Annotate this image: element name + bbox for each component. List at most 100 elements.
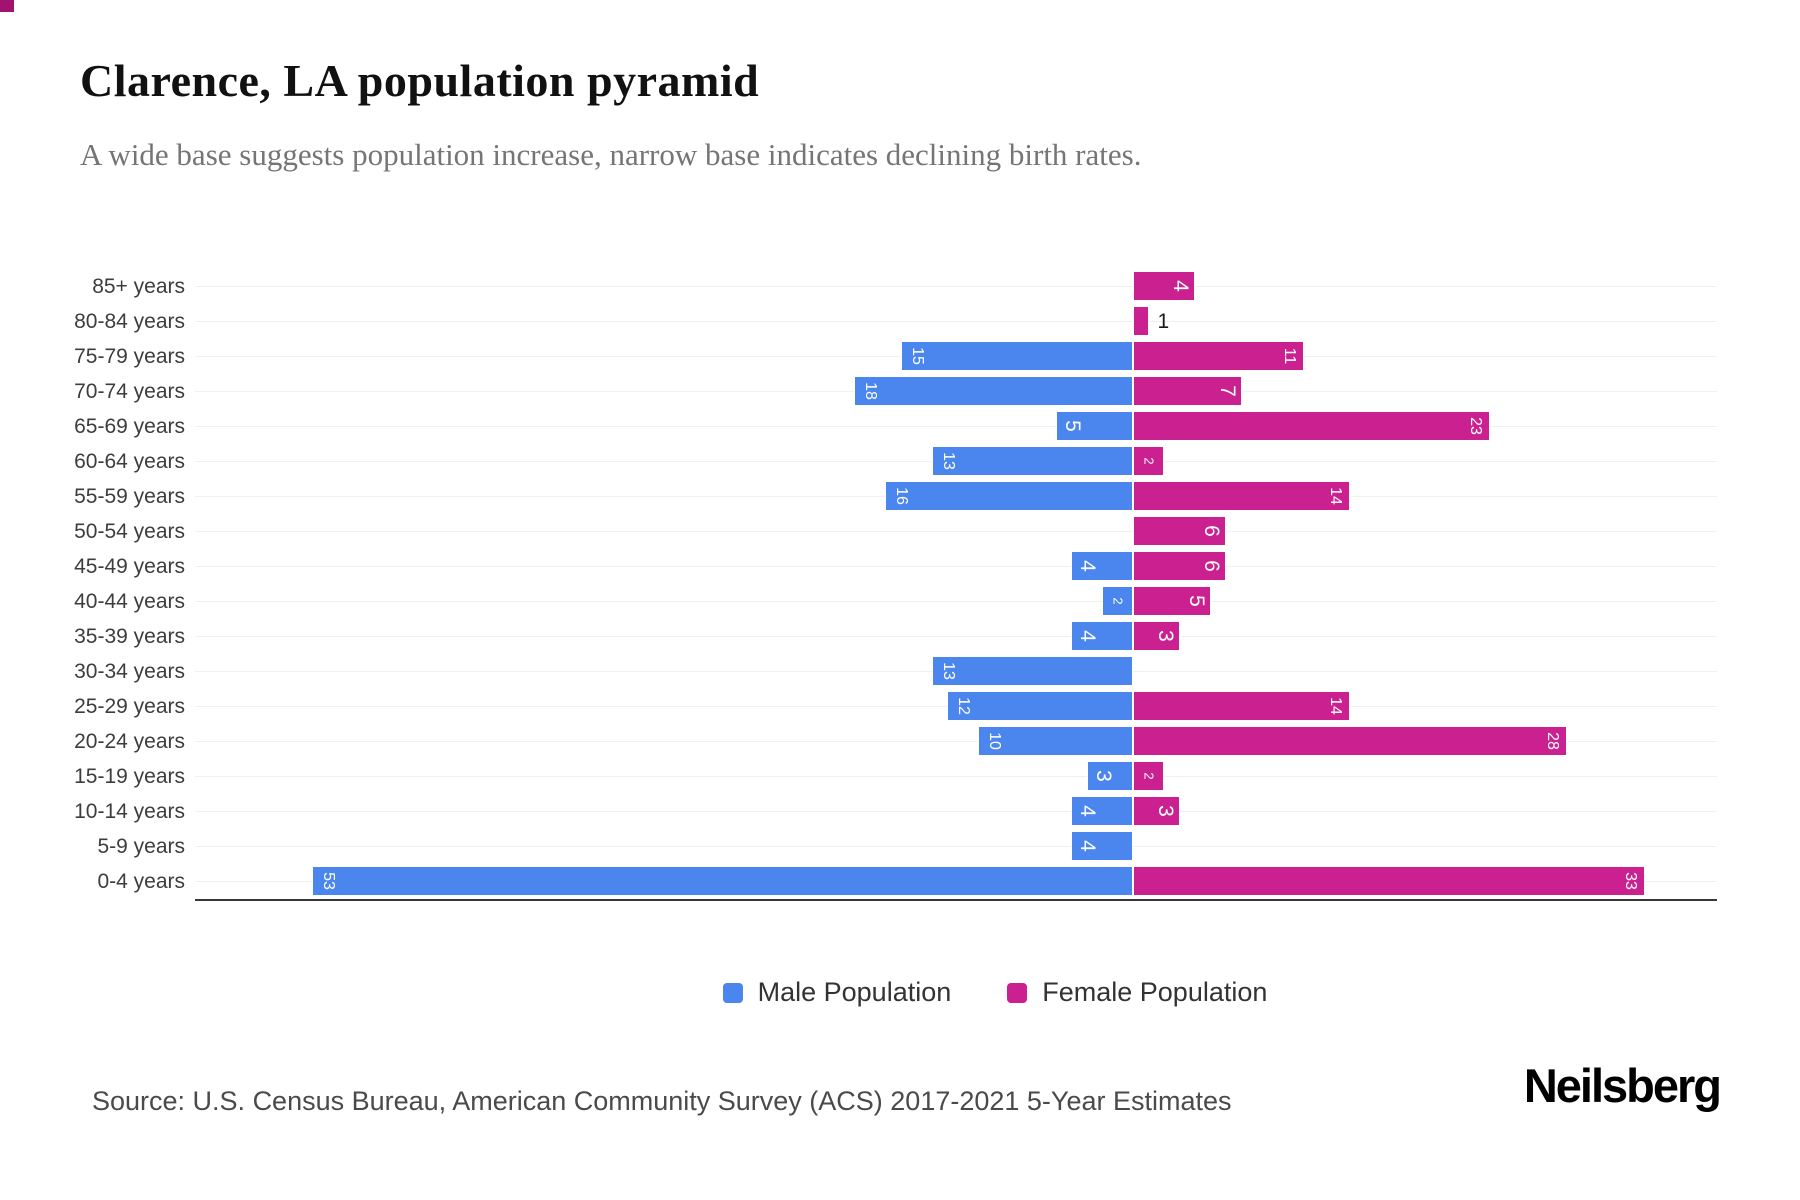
- bar-value-label: 5: [1060, 420, 1084, 432]
- female-bar[interactable]: 2: [1133, 761, 1164, 791]
- bar-value-label: 13: [939, 662, 957, 680]
- pyramid-row: 20-24 years 10 28: [0, 724, 1800, 759]
- female-bar[interactable]: [1133, 306, 1149, 336]
- bar-value-label: 3: [1153, 630, 1177, 642]
- pyramid-row: 55-59 years 16 14: [0, 479, 1800, 514]
- bar-value-label: 4: [1076, 560, 1099, 572]
- male-bar[interactable]: 4: [1071, 621, 1133, 651]
- age-group-label: 15-19 years: [74, 765, 185, 788]
- male-bar[interactable]: 5: [1055, 411, 1133, 441]
- male-bar[interactable]: 2: [1102, 586, 1133, 616]
- female-bar[interactable]: 2: [1133, 446, 1164, 476]
- female-bar[interactable]: 4: [1133, 271, 1195, 301]
- pyramid-row: 35-39 years 4 3: [0, 619, 1800, 654]
- gridline: [195, 601, 1717, 602]
- bar-value-label: 4: [1076, 630, 1099, 642]
- bar-value-label: 7: [1215, 385, 1239, 397]
- male-bar[interactable]: 13: [931, 446, 1133, 476]
- male-bar[interactable]: 13: [931, 656, 1133, 686]
- chart-legend: Male Population Female Population: [95, 977, 1800, 1008]
- female-bar[interactable]: 23: [1133, 411, 1490, 441]
- bar-value-label: 4: [1169, 280, 1192, 292]
- female-bar[interactable]: 14: [1133, 691, 1350, 721]
- male-bar[interactable]: 16: [885, 481, 1133, 511]
- legend-item-male[interactable]: Male Population: [722, 977, 952, 1008]
- age-group-label: 85+ years: [92, 275, 185, 298]
- male-bar[interactable]: 10: [978, 726, 1133, 756]
- female-bar[interactable]: 6: [1133, 516, 1226, 546]
- male-bar[interactable]: 4: [1071, 831, 1133, 861]
- bar-value-label: 6: [1200, 525, 1223, 537]
- legend-item-female[interactable]: Female Population: [1007, 977, 1267, 1008]
- pyramid-row: 10-14 years 4 3: [0, 794, 1800, 829]
- gridline: [195, 846, 1717, 847]
- age-group-label: 70-74 years: [74, 380, 185, 403]
- bar-value-label: 12: [955, 697, 972, 715]
- source-attribution: Source: U.S. Census Bureau, American Com…: [92, 1086, 1232, 1116]
- age-group-label: 65-69 years: [74, 415, 185, 438]
- gridline: [195, 286, 1717, 287]
- gridline: [195, 776, 1717, 777]
- female-bar[interactable]: 33: [1133, 866, 1645, 896]
- age-group-label: 35-39 years: [74, 625, 185, 648]
- age-group-label: 30-34 years: [74, 660, 185, 683]
- bar-value-label: 5: [1184, 595, 1208, 607]
- chart-subtitle: A wide base suggests population increase…: [80, 137, 1142, 172]
- male-bar[interactable]: 12: [947, 691, 1133, 721]
- male-bar[interactable]: 3: [1086, 761, 1133, 791]
- bar-value-label: 3: [1091, 770, 1115, 782]
- age-group-label: 0-4 years: [97, 870, 185, 893]
- bar-value-label: 16: [893, 487, 910, 505]
- female-swatch-icon: [1007, 982, 1028, 1003]
- pyramid-row: 60-64 years 13 2: [0, 444, 1800, 479]
- pyramid-row: 85+ years 4: [0, 269, 1800, 304]
- bar-value-label: 33: [1621, 872, 1639, 890]
- bar-value-label: 18: [862, 382, 879, 400]
- gridline: [195, 566, 1717, 567]
- age-group-label: 55-59 years: [74, 485, 185, 508]
- female-bar[interactable]: 3: [1133, 621, 1180, 651]
- bar-value-label: 23: [1466, 417, 1484, 435]
- bar-value-label: 13: [939, 452, 957, 470]
- brand-logo: Neilsberg: [1523, 1059, 1722, 1112]
- bar-value-label: 2: [1110, 597, 1126, 605]
- chart-title: Clarence, LA population pyramid: [80, 55, 760, 106]
- gridline: [195, 321, 1717, 322]
- female-bar[interactable]: 5: [1133, 586, 1211, 616]
- male-swatch-icon: [722, 982, 743, 1003]
- age-group-label: 20-24 years: [74, 730, 185, 753]
- bar-value-label: 10: [986, 732, 1003, 750]
- gridline: [195, 811, 1717, 812]
- pyramid-row: 30-34 years 13: [0, 654, 1800, 689]
- pyramid-row: 40-44 years 2 5: [0, 584, 1800, 619]
- female-bar[interactable]: 28: [1133, 726, 1567, 756]
- bar-value-label: 53: [319, 872, 337, 890]
- age-group-label: 75-79 years: [74, 345, 185, 368]
- male-bar[interactable]: 4: [1071, 796, 1133, 826]
- gridline: [195, 636, 1717, 637]
- pyramid-row: 80-84 years 1: [0, 304, 1800, 339]
- female-bar[interactable]: 7: [1133, 376, 1242, 406]
- female-bar[interactable]: 11: [1133, 341, 1304, 371]
- gridline: [195, 531, 1717, 532]
- male-bar[interactable]: 53: [311, 866, 1133, 896]
- pyramid-row: 45-49 years 4 6: [0, 549, 1800, 584]
- age-group-label: 5-9 years: [97, 835, 185, 858]
- male-bar[interactable]: 4: [1071, 551, 1133, 581]
- bar-value-label: 6: [1200, 560, 1223, 572]
- pyramid-row: 0-4 years 53 33: [0, 864, 1800, 899]
- pyramid-row: 25-29 years 12 14: [0, 689, 1800, 724]
- pyramid-row: 5-9 years 4: [0, 829, 1800, 864]
- female-bar[interactable]: 3: [1133, 796, 1180, 826]
- bar-value-label: 28: [1544, 732, 1561, 750]
- legend-female-label: Female Population: [1042, 977, 1268, 1007]
- female-bar[interactable]: 14: [1133, 481, 1350, 511]
- bar-value-label: 11: [1280, 347, 1298, 365]
- bar-value-label: 1: [1157, 309, 1170, 333]
- age-group-label: 45-49 years: [74, 555, 185, 578]
- female-bar[interactable]: 6: [1133, 551, 1226, 581]
- male-bar[interactable]: 15: [900, 341, 1133, 371]
- male-bar[interactable]: 18: [854, 376, 1133, 406]
- legend-male-label: Male Population: [757, 977, 952, 1007]
